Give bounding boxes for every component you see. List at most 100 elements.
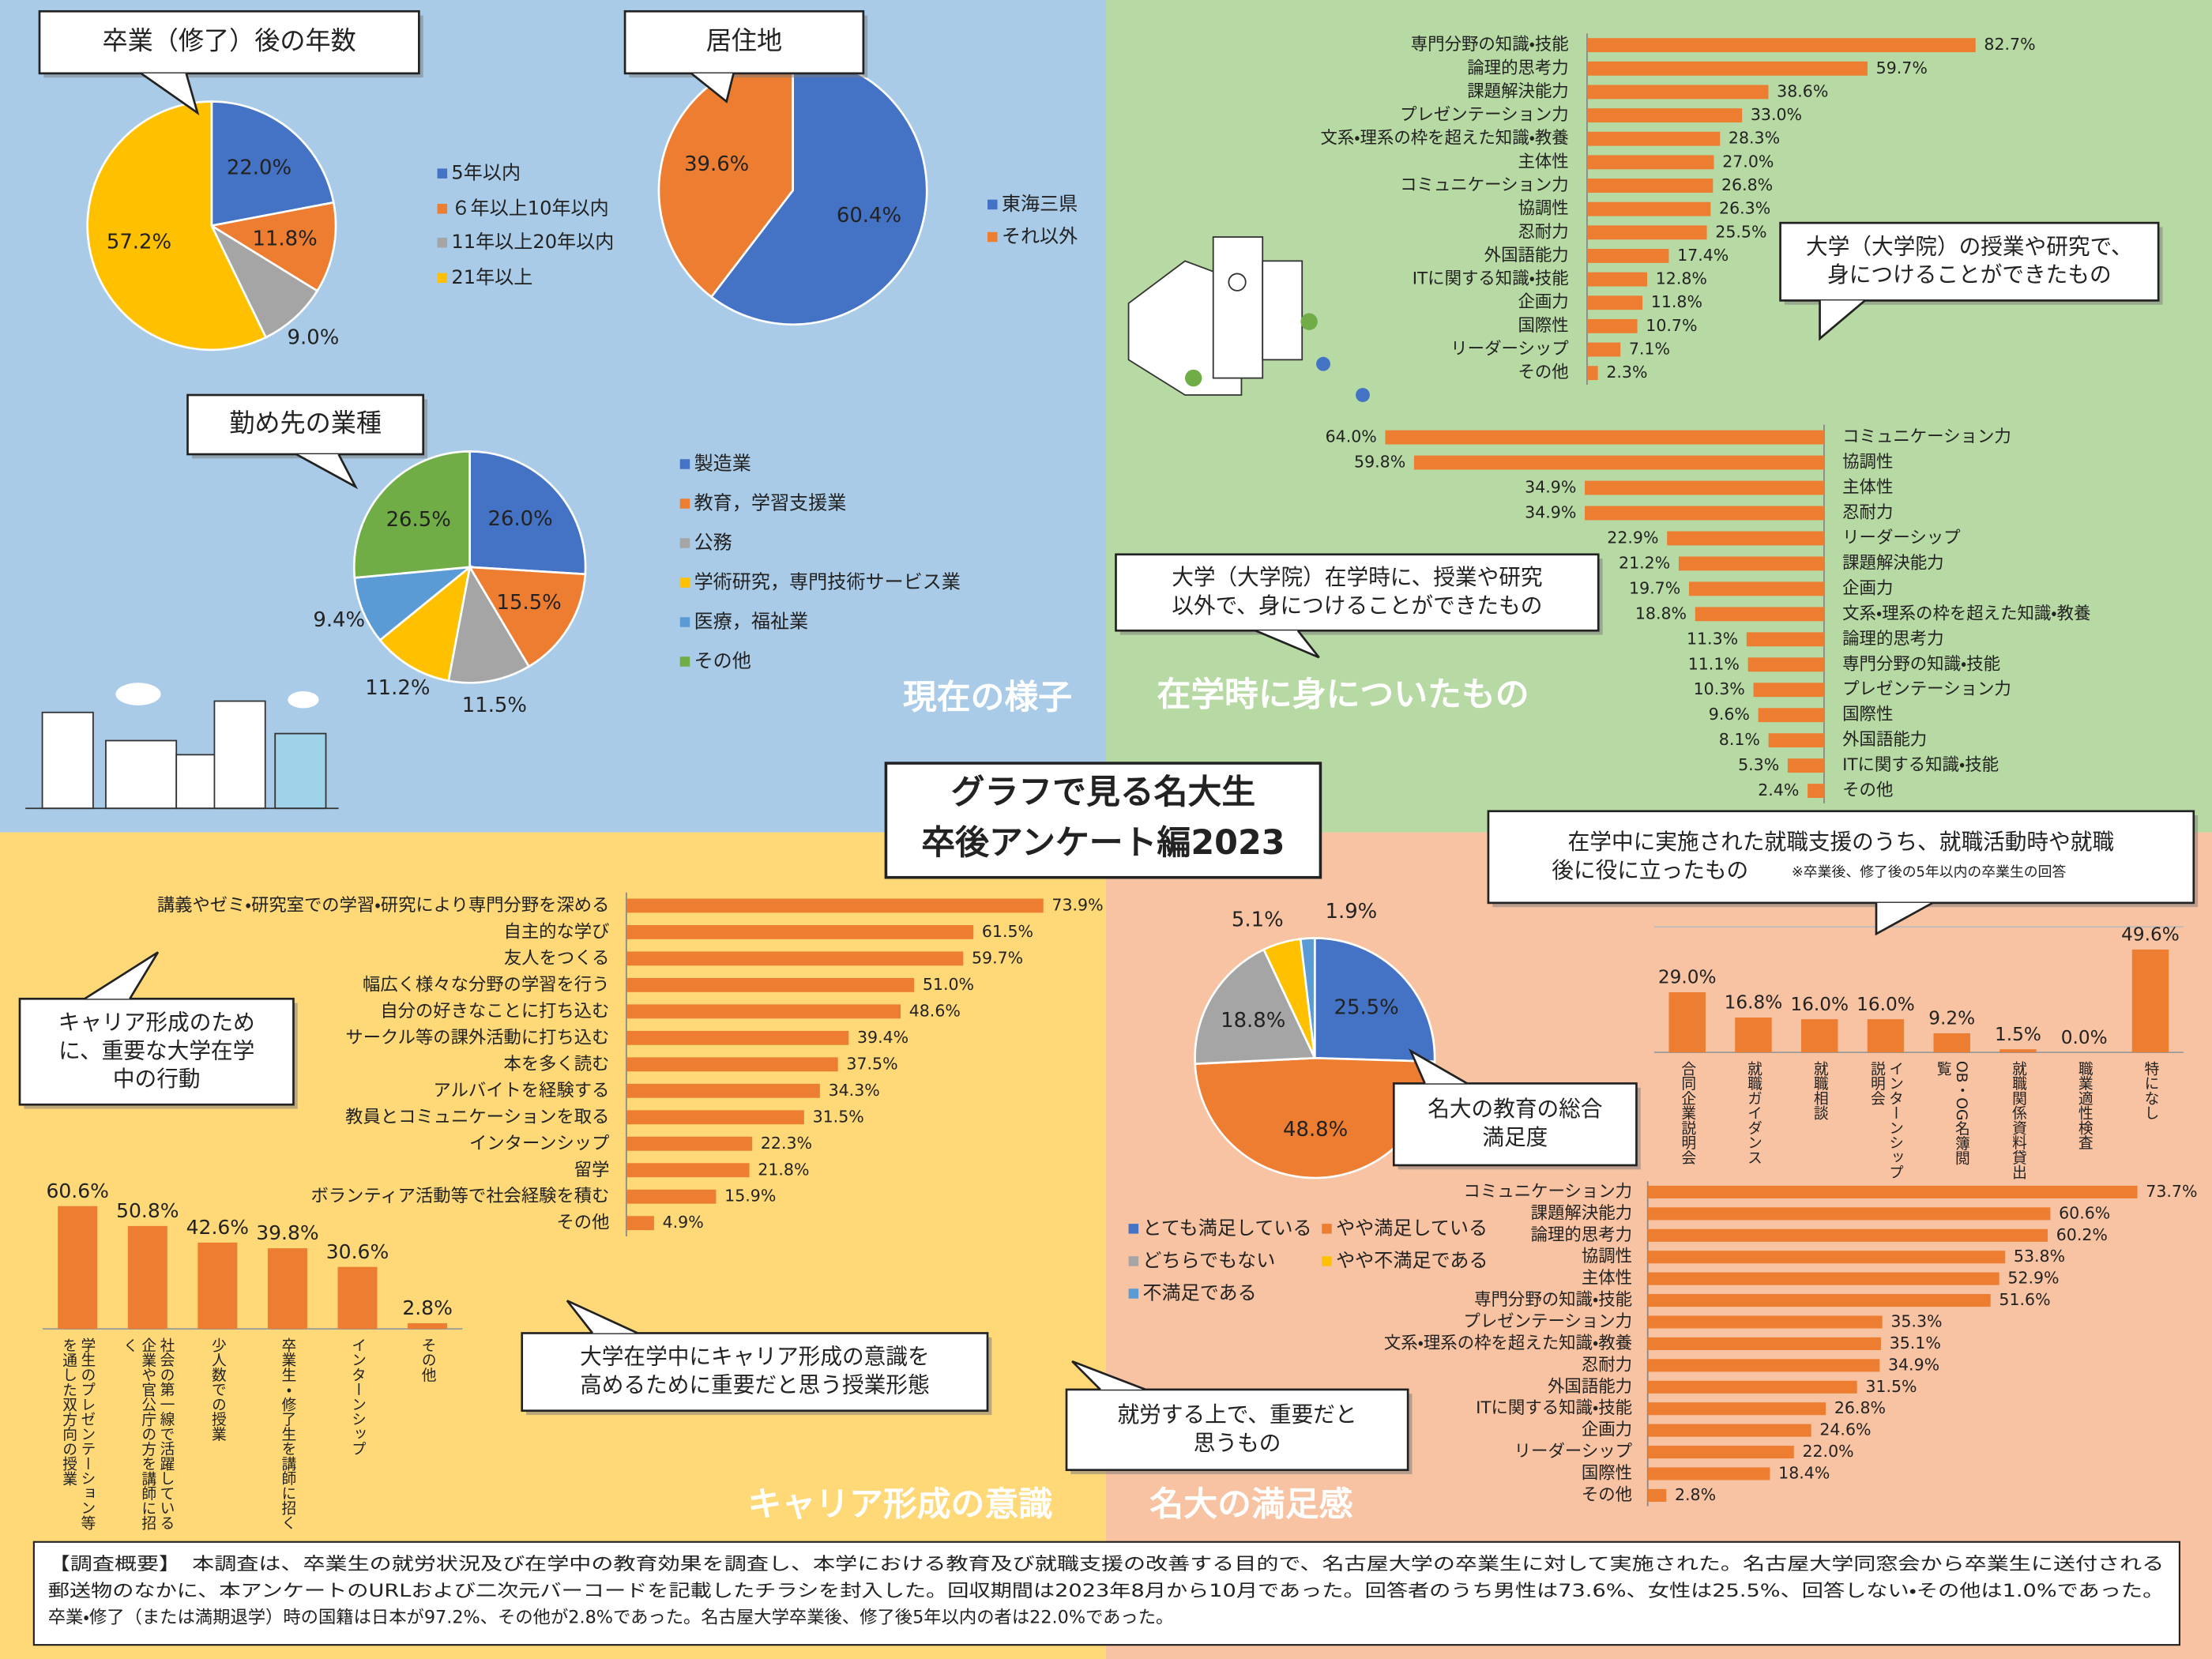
data-label: 59.7%: [1876, 58, 1928, 77]
building: [1262, 260, 1304, 361]
bar: [267, 1248, 307, 1330]
bar: [1999, 1049, 2037, 1053]
data-label: 26.5%: [386, 508, 451, 532]
bar: [626, 1083, 820, 1098]
bar: [1808, 784, 1824, 798]
bar: [1735, 1018, 1772, 1053]
category-label: コミュニケーション力: [1400, 175, 1569, 195]
bar: [1586, 108, 1743, 122]
bar: [1586, 366, 1598, 381]
bar: [127, 1225, 167, 1330]
pie-slice: [1299, 937, 1316, 1059]
category-label: 社会の第一線で活躍している企業や官公庁の方を講師に招く: [121, 1337, 175, 1529]
data-label: 2.4%: [1758, 781, 1799, 799]
chart-title: 就労する上で、重要だと: [1118, 1401, 1357, 1428]
category-label: 専門分野の知識・技能: [1474, 1290, 1632, 1310]
bar: [1753, 683, 1824, 698]
cloud: [115, 683, 161, 705]
legend-marker: [437, 168, 448, 179]
category-label: リーダーシップ: [1514, 1442, 1633, 1462]
category-label: リーダーシップ: [1842, 528, 1961, 547]
data-label: 50.8%: [116, 1199, 179, 1222]
bubble: [38, 9, 420, 75]
category-label: 主体性: [1582, 1269, 1632, 1288]
chart-title: 大学在学中にキャリア形成の意識を: [580, 1344, 930, 1370]
bar: [1586, 131, 1721, 146]
data-label: 15.5%: [497, 591, 562, 615]
category-label: 外国語能力: [1842, 730, 1927, 750]
category-label: 企画力: [1842, 578, 1893, 598]
bar: [1385, 430, 1824, 445]
data-label: 64.0%: [1326, 427, 1377, 446]
bar: [1667, 531, 1824, 546]
bar: [1647, 1315, 1883, 1329]
category-label: 課題解決能力: [1467, 81, 1568, 101]
tree: [1300, 313, 1318, 330]
bar: [1647, 1294, 1991, 1307]
data-label: 25.5%: [1334, 995, 1399, 1019]
category-label: ITに関する知識・技能: [1842, 755, 1999, 775]
bar: [1678, 556, 1824, 571]
legend-marker: [679, 577, 690, 588]
data-label: 18.4%: [1778, 1464, 1830, 1483]
building: [213, 700, 266, 810]
category-label: OB・OG名簿閲覧: [1935, 1060, 1970, 1164]
bar: [1647, 1402, 1826, 1416]
bar: [1746, 632, 1824, 647]
bar: [1867, 1019, 1905, 1053]
bar: [1688, 581, 1824, 596]
legend-marker: [988, 231, 998, 243]
category-label: コミュニケーション力: [1463, 1182, 1632, 1202]
category-label: プレゼンテーション力: [1463, 1311, 1632, 1331]
legend-label: 東海三県: [1002, 193, 1078, 215]
legend-marker: [679, 459, 690, 469]
pie-slice: [447, 564, 531, 684]
pie-slice: [86, 100, 268, 352]
category-label: 合同企業説明会: [1679, 1060, 1695, 1164]
legend-label: やや満足している: [1336, 1217, 1488, 1239]
bubble: [1487, 810, 2195, 905]
data-label: 38.6%: [1777, 81, 1828, 100]
bubble-tail-edge: [140, 72, 200, 116]
data-label: 9.6%: [1709, 705, 1750, 724]
main-title: 卒後アンケート編2023: [921, 823, 1285, 863]
category-label: その他: [1582, 1485, 1632, 1505]
chart-title: 名大の教育の総合: [1428, 1096, 1602, 1122]
chart-title: 身につけることができたもの: [1827, 261, 2112, 288]
category-label: プレゼンテーション力: [1842, 679, 2011, 699]
legend-marker: [988, 199, 998, 210]
data-label: 48.8%: [1283, 1118, 1348, 1142]
category-label: 国際性: [1518, 316, 1568, 336]
bar: [2131, 949, 2169, 1053]
data-label: 30.6%: [326, 1240, 389, 1263]
legend-marker: [679, 656, 690, 667]
category-label: 主体性: [1842, 478, 1893, 498]
building: [41, 711, 94, 810]
person: [1356, 388, 1370, 402]
bar: [1586, 225, 1707, 240]
bar: [626, 924, 974, 939]
chart-title: 後に役に立ったもの: [1552, 857, 1748, 883]
data-label: 51.0%: [923, 975, 974, 994]
chart-title: 卒業（修了）後の年数: [103, 26, 356, 56]
bubble-tail-edge: [1819, 299, 1866, 341]
data-label: 25.5%: [1715, 222, 1766, 241]
bar: [1647, 1424, 1811, 1437]
legend-label: 11年以上20年以内: [451, 231, 614, 253]
chart-title: 大学（大学院）の授業や研究で、: [1806, 233, 2133, 259]
category-label: リーダーシップ: [1450, 340, 1569, 359]
bar: [626, 1110, 804, 1125]
category-label: 協調性: [1842, 453, 1893, 472]
category-label: 文系・理系の枠を超えた知識・教養: [1384, 1334, 1632, 1353]
legend-label: 学術研究，専門技術サービス業: [694, 571, 961, 593]
bar: [1933, 1033, 1970, 1053]
chart-title: 高めるために重要だと思う授業形態: [580, 1372, 930, 1398]
bar: [1586, 201, 1711, 216]
category-label: 協調性: [1518, 199, 1568, 219]
bubble-tail-edge: [84, 951, 160, 1000]
bar: [1586, 295, 1643, 310]
main-title: グラフで見る名大生: [951, 773, 1256, 812]
category-label: 本を多く読む: [504, 1054, 610, 1074]
category-label: 自主的な学び: [504, 921, 610, 942]
bar: [1586, 85, 1769, 100]
